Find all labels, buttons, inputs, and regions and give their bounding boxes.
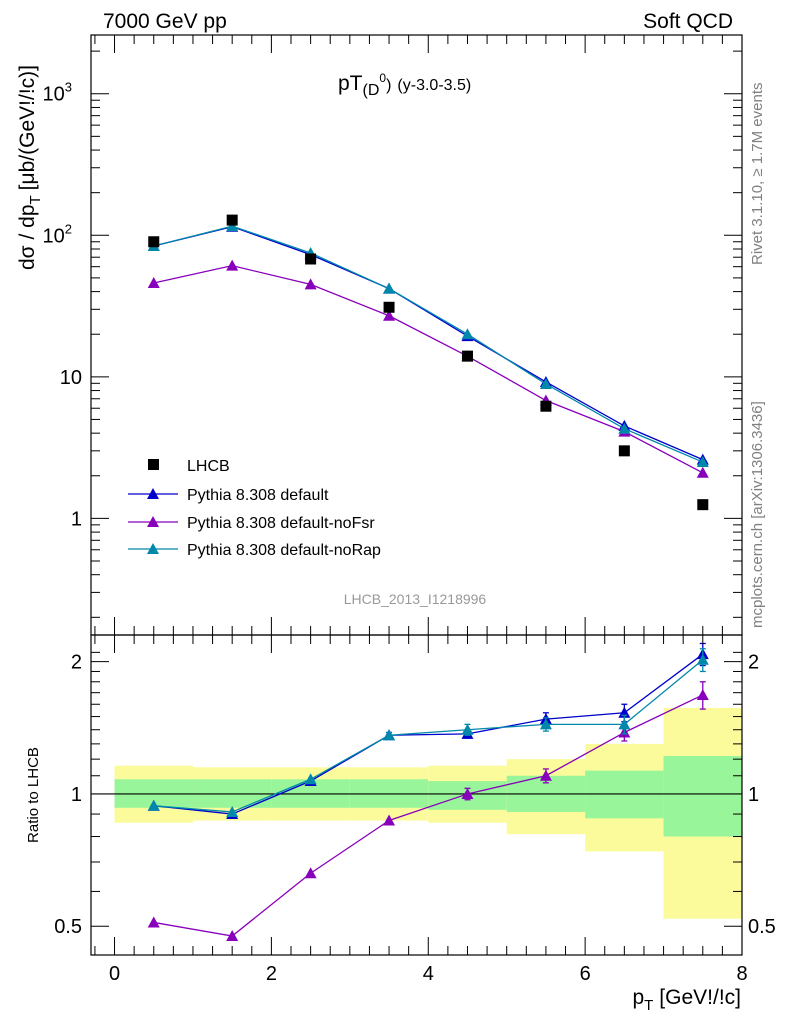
ratio-point-series-2 [147,799,160,811]
xlabel-unit: [GeV!/!c] [659,986,741,1009]
ratio-point-series-2 [461,723,474,735]
ratio-point-series-2 [618,718,631,730]
main-point-lhcb [618,445,630,457]
ratio-y-axis-label: Ratio to LHCB [25,747,42,843]
legend: LHCB Pythia 8.308 default Pythia 8.308 d… [128,458,381,559]
main-point-series-1 [226,259,239,271]
x-tick-label: 2 [266,963,277,985]
ratio-point-series-1 [696,688,709,700]
xlabel-main: p [632,986,644,1009]
main-point-series-2 [696,456,709,468]
ylabel-sub: T [27,195,44,204]
ratio-point-series-1 [226,930,239,942]
ratio-point-series-2 [226,805,239,817]
main-panel-series [147,214,709,511]
ratio-line-series-1 [153,694,704,937]
x-tick-label: 0 [109,963,120,985]
main-y-axis-label: dσ / dpT [μb/(GeV!/!c)] [16,65,44,270]
main-y-tick-label: 102 [43,221,72,247]
ratio-point-series-1 [304,867,317,879]
x-tick-label: 8 [736,963,747,985]
main-y-ticks: 1 10 102 103 [43,35,743,635]
ratio-panel-frame [90,634,743,956]
main-point-series-2 [618,422,631,434]
ratio-line-series-0 [153,653,704,815]
ratio-line-series-2 [153,659,704,813]
ratio-panel-series [147,642,709,942]
rivet-version-label: Rivet 3.1.10, ≥ 1.7M events [749,83,766,266]
main-point-series-1 [147,277,160,289]
title-sub: (D [363,82,380,99]
main-line-series-1 [153,265,704,474]
title-main: pT [338,72,363,95]
main-point-lhcb [226,214,238,226]
main-point-series-2 [461,328,474,340]
ratio-inner-band [663,755,742,837]
xlabel-sub: T [644,997,653,1014]
energy-label: 7000 GeV pp [103,10,227,33]
ratio-y-tick-label: 0.5 [54,916,82,938]
analysis-tag: LHCB_2013_I1218996 [344,591,487,607]
legend-label-default: Pythia 8.308 default [187,487,329,504]
main-point-series-1 [696,466,709,478]
ratio-point-series-1 [539,769,552,781]
legend-label-nofsr: Pythia 8.308 default-noFsr [187,515,375,532]
ratio-uncertainty-bands [91,707,742,919]
title-extra: (y-3.0-3.5) [397,77,471,94]
ratio-point-series-1 [461,787,474,799]
main-point-lhcb [540,400,552,412]
main-line-series-0 [153,226,704,461]
ratio-ticks: 0.5 0.5 1 1 2 2 0 2 4 6 8 [54,635,776,985]
process-label: Soft QCD [643,10,733,33]
main-title: pT(D0) (y-3.0-3.5) [338,71,471,99]
main-point-lhcb [697,499,709,511]
ratio-y-tick-label-right: 2 [748,652,759,674]
legend-marker-norap [147,543,159,554]
main-y-tick-label: 1 [71,508,82,530]
main-point-lhcb [305,253,317,265]
title-sub-close: ) [386,77,391,94]
main-point-series-2 [383,282,396,294]
main-point-lhcb [383,301,395,313]
ratio-y-tick-label: 2 [71,652,82,674]
ratio-point-series-2 [696,653,709,665]
ratio-point-series-2 [383,729,396,741]
ylabel-unit: [μb/(GeV!/!c)] [16,65,39,190]
main-point-series-1 [304,278,317,290]
ratio-y-tick-label: 1 [71,784,82,806]
ratio-point-series-2 [539,718,552,730]
source-label: mcplots.cern.ch [arXiv:1306.3436] [749,401,766,628]
main-point-lhcb [148,236,160,248]
main-y-tick-label: 10 [60,367,82,389]
ratio-point-series-1 [147,916,160,928]
legend-label-norap: Pythia 8.308 default-noRap [187,542,381,559]
ratio-point-series-2 [304,773,317,785]
x-axis-label: pT [GeV!/!c] [632,986,741,1014]
main-line-series-2 [153,225,704,463]
main-point-lhcb [461,350,473,362]
legend-label-lhcb: LHCB [187,458,230,475]
x-tick-label: 6 [580,963,591,985]
legend-marker-lhcb [148,459,159,470]
main-y-tick-label: 103 [43,80,72,106]
ratio-y-tick-label-right: 0.5 [748,916,776,938]
title-sup: 0 [379,71,386,85]
main-point-series-2 [539,377,552,389]
ylabel-main: dσ / dp [16,204,39,270]
ratio-point-series-1 [383,814,396,826]
x-tick-label: 4 [423,963,434,985]
legend-marker-nofsr [147,516,159,527]
main-point-series-1 [383,309,396,321]
ratio-y-tick-label-right: 1 [748,784,759,806]
legend-marker-default [147,488,159,499]
main-point-series-2 [226,220,239,232]
